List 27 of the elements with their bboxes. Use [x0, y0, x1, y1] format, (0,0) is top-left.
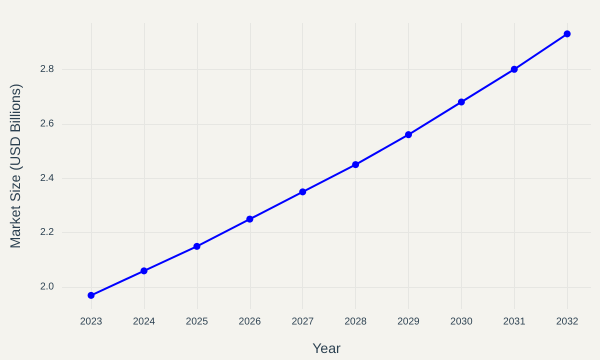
y-tick-label: 2.8 [40, 64, 54, 75]
x-tick-label: 2023 [80, 316, 103, 328]
y-tick-label: 2.0 [40, 282, 54, 293]
point [352, 161, 360, 168]
point [140, 267, 148, 274]
x-tick-label: 2029 [397, 316, 420, 328]
x-axis-title: Year [312, 340, 341, 356]
y-tick-label: 2.4 [40, 172, 54, 184]
point [510, 66, 518, 73]
point [564, 30, 571, 38]
x-tick-label: 2028 [344, 316, 368, 328]
x-tick-label: 2030 [450, 316, 473, 328]
y-tick-label: 2.2 [40, 227, 54, 238]
point [299, 188, 306, 196]
point [458, 98, 465, 106]
x-tick-label: 2031 [503, 316, 526, 328]
point [246, 216, 254, 223]
x-tick-label: 2027 [292, 316, 314, 328]
y-axis-title: Market Size (USD Billions) [7, 84, 23, 248]
x-tick-label: 2024 [132, 316, 156, 328]
x-tick-label: 2032 [556, 316, 579, 328]
point [88, 292, 95, 299]
y-tick-label: 2.6 [40, 118, 54, 130]
x-tick-label: 2026 [238, 316, 262, 328]
x-tick-label: 2025 [186, 316, 208, 328]
point [405, 131, 412, 138]
point [193, 242, 200, 250]
